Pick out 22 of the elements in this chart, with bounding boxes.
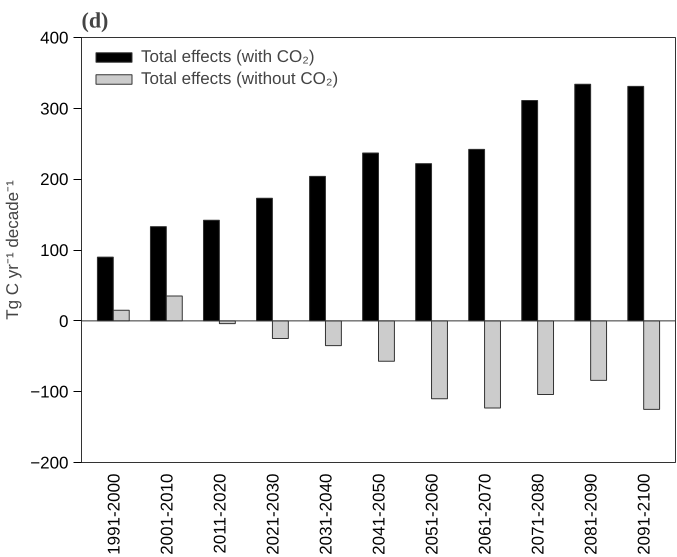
x-tick-label: 2011-2020 [210,473,230,554]
x-tick-label: 2041-2050 [370,473,388,555]
y-axis-title: Tg C yr⁻¹ decade⁻¹ [3,180,22,320]
legend-label: Total effects (with CO₂) [141,47,315,67]
x-tick-label: 2031-2040 [316,473,336,555]
x-tick-label: 2061-2070 [476,473,495,555]
y-tick-label: −200 [30,454,69,472]
x-tick-label: 2051-2060 [422,473,442,555]
x-tick-label: 2021-2030 [263,473,282,555]
y-tick-label: 400 [40,28,69,48]
x-tick-label: 2091-2100 [634,473,654,555]
y-tick-label: 300 [40,99,69,118]
y-tick-label: 0 [59,312,69,331]
x-tick-label: 1991-2000 [104,473,124,555]
x-tick-label: 2071-2080 [528,473,548,555]
chart-title: (d) [82,8,108,32]
x-tick-label: 2001-2010 [157,473,176,555]
y-tick-label: −100 [30,382,69,402]
y-tick-label: 200 [40,170,69,190]
legend-label: Total effects (without CO₂) [141,69,338,89]
x-tick-label: 2081-2090 [582,473,601,555]
y-tick-label: 100 [40,241,69,260]
